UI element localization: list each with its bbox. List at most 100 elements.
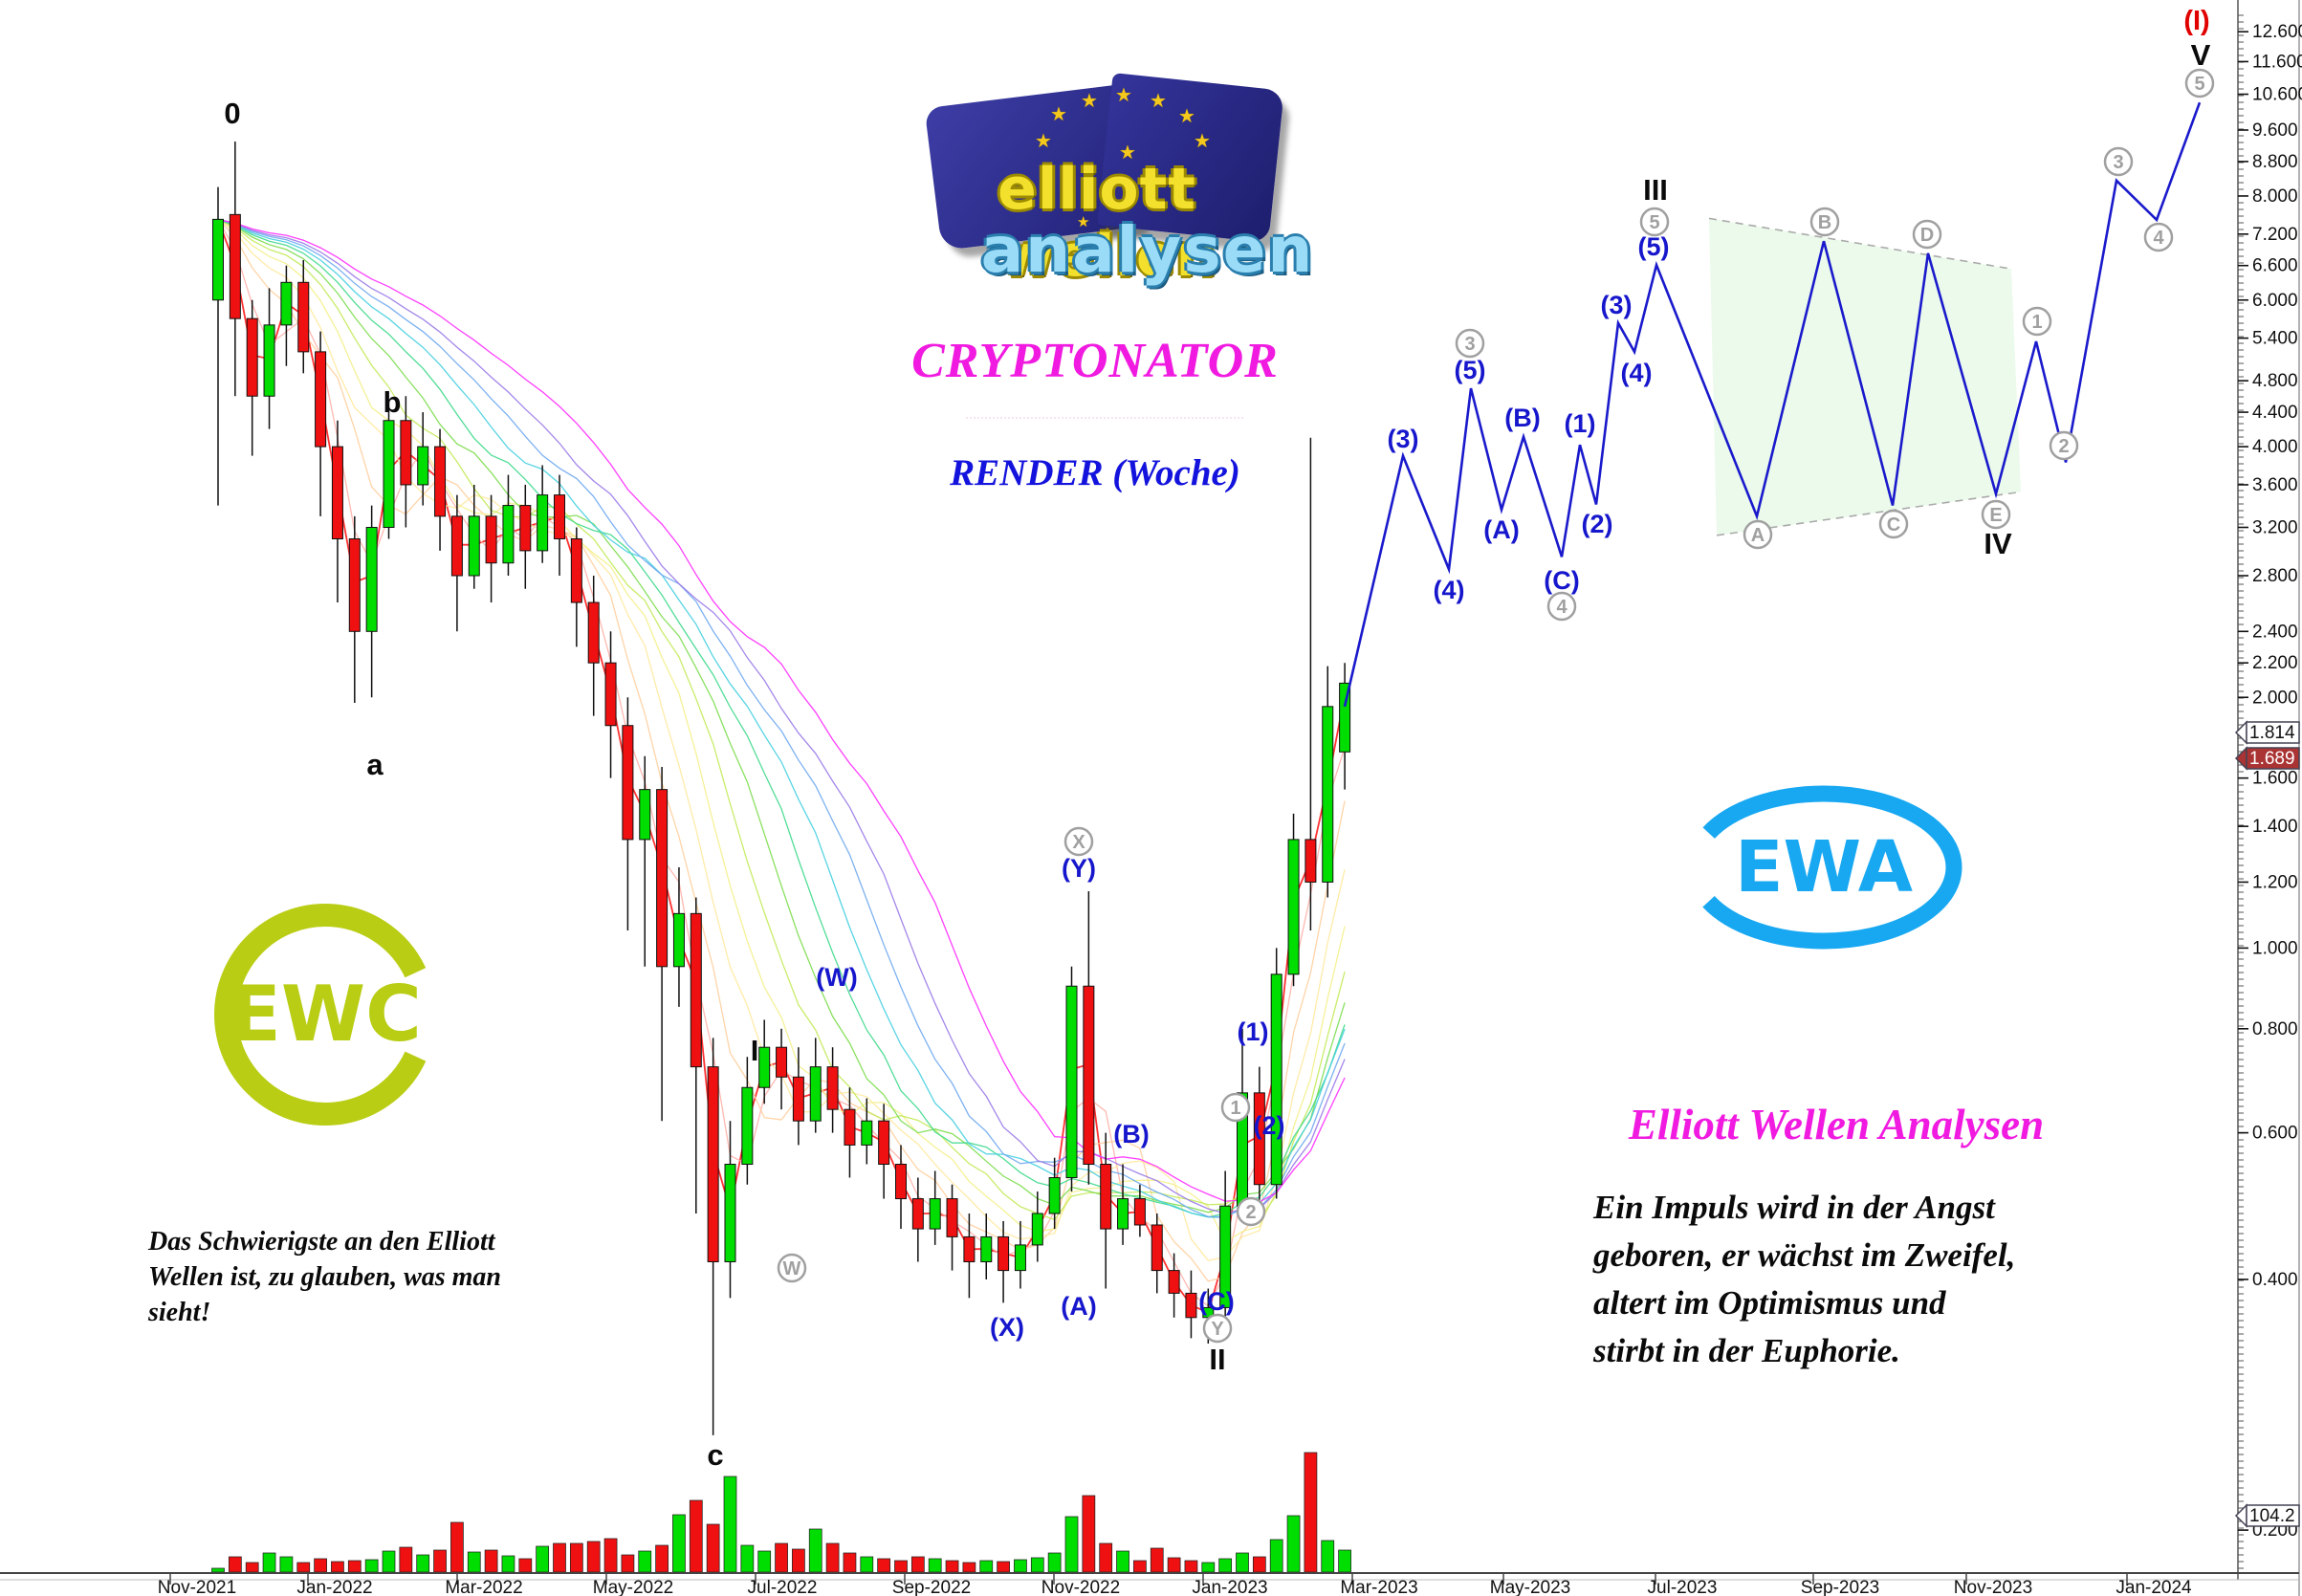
candle-body [263, 324, 275, 397]
wave-label-circled: 4 [1556, 597, 1568, 618]
flag-star-icon: ★ [1081, 91, 1098, 112]
price-marker-label: 1.689 [2249, 749, 2295, 769]
wave-label-blue: (4) [1434, 576, 1465, 604]
candle-body [724, 1164, 736, 1262]
candle-body [1219, 1205, 1232, 1308]
volume-bar [399, 1546, 413, 1573]
volume-bar [860, 1556, 874, 1573]
candle-body [929, 1198, 941, 1230]
projection-layer [1343, 101, 2202, 708]
wave-circle [1546, 591, 1577, 622]
candle-body [1287, 839, 1300, 975]
price-marker-box [2246, 721, 2300, 744]
wave-circle [1912, 219, 1942, 250]
price-tick-label: 4.400 [2252, 403, 2298, 423]
candle-body [1168, 1270, 1180, 1294]
wave-circle [1236, 1196, 1266, 1227]
wave-label-circled: 3 [2113, 152, 2123, 173]
candle-body [672, 912, 685, 968]
price-tick-label: 0.600 [2252, 1124, 2298, 1144]
price-tick-label: 4.000 [2252, 437, 2298, 457]
ewc-ring [214, 904, 436, 1126]
ewa-ring [1685, 785, 1962, 950]
price-tick-label: 10.600 [2252, 85, 2302, 105]
wave-label-blue: (5) [1455, 356, 1486, 384]
volume-bar [586, 1541, 601, 1573]
brand-logo: ★ ★ ★ ★ ★ ★ ★ ★ ★ ★ elliottwellen analys… [889, 53, 1329, 330]
candle-body [604, 662, 617, 727]
date-tick-label: Nov-2021 [158, 1578, 236, 1596]
volume-bar [433, 1549, 447, 1573]
wave-label-blue: (4) [1621, 359, 1653, 387]
date-tick-label: Jan-2022 [296, 1578, 372, 1596]
elliott-projection-path [1343, 101, 2202, 708]
volume-bar [569, 1542, 583, 1573]
candle-body [348, 538, 361, 632]
quote-right-line: geboren, er wächst im Zweifel, [1593, 1236, 2016, 1274]
candle-body [622, 725, 634, 841]
date-tick-label: Nov-2023 [1954, 1578, 2032, 1596]
wave-label-black: V [2191, 38, 2211, 72]
volume-bar [364, 1559, 379, 1573]
wave-circle [1455, 328, 1485, 359]
volume-bar [1218, 1558, 1233, 1573]
wave-label-blue: (5) [1638, 232, 1670, 261]
wave-circle [777, 1253, 807, 1283]
wave-label-circled: 4 [2153, 228, 2164, 249]
flag-star-icon: ★ [1035, 131, 1052, 152]
candle-body [1322, 706, 1334, 883]
candle-body [1185, 1292, 1197, 1319]
date-tick-label: Jan-2024 [2116, 1578, 2192, 1596]
volume-bar [928, 1558, 942, 1573]
candle-body [1339, 682, 1351, 753]
wave-circle [1220, 1092, 1251, 1123]
candle-body [946, 1198, 958, 1237]
volume-bar [603, 1538, 618, 1573]
price-marker-label: 1.814 [2249, 723, 2295, 743]
date-tick-label: Mar-2023 [1340, 1578, 1417, 1596]
triangle-zone [1709, 218, 2021, 536]
volume-bar [347, 1560, 362, 1573]
candle-body [246, 317, 258, 397]
volume-bar [228, 1556, 242, 1573]
flag-star-icon: ★ [1102, 225, 1113, 239]
wave-label-circled: X [1072, 832, 1085, 853]
wave-label-blue: (C) [1544, 566, 1579, 595]
volume-bar [894, 1560, 908, 1573]
ma-line-p24 [217, 218, 1346, 1203]
volume-bar [740, 1544, 755, 1573]
wave-label-circled: 5 [1649, 212, 1659, 233]
ewa-badge: EWA [1685, 785, 1962, 950]
wave-label-circled: 2 [2058, 436, 2069, 457]
wave-label-circled: 1 [1230, 1098, 1240, 1119]
volume-bar [808, 1528, 822, 1573]
wave-label-circled: E [1989, 505, 2002, 526]
candle-body [1133, 1198, 1146, 1226]
volume-bar [501, 1555, 515, 1573]
volume-bar [553, 1542, 566, 1573]
candle-body [998, 1235, 1010, 1272]
volume-bar [416, 1554, 430, 1573]
volume-bar [723, 1476, 737, 1573]
volume-bar [962, 1562, 976, 1573]
volume-bar [1201, 1562, 1216, 1573]
quote-left-line: Das Schwierigste an den Elliott [148, 1227, 495, 1257]
volume-bar [979, 1560, 994, 1573]
candle-body [758, 1046, 771, 1088]
volume-bar [279, 1556, 294, 1573]
candle-body [1270, 973, 1283, 1186]
triangle-upper-dashed [1708, 217, 2012, 270]
candle-body [1304, 839, 1317, 883]
candle-body [1151, 1224, 1163, 1272]
volume-bar [655, 1544, 669, 1573]
flag-star-icon: ★ [1150, 91, 1167, 112]
wave-circle [1809, 207, 1840, 237]
wave-label-black: III [1643, 173, 1668, 207]
watermark-divider [966, 417, 1243, 419]
flag-star-icon: ★ [1077, 214, 1090, 230]
candle-body [1048, 1177, 1061, 1214]
candle-body [417, 446, 429, 486]
quote-right-line: altert im Optimismus und [1593, 1284, 1946, 1322]
